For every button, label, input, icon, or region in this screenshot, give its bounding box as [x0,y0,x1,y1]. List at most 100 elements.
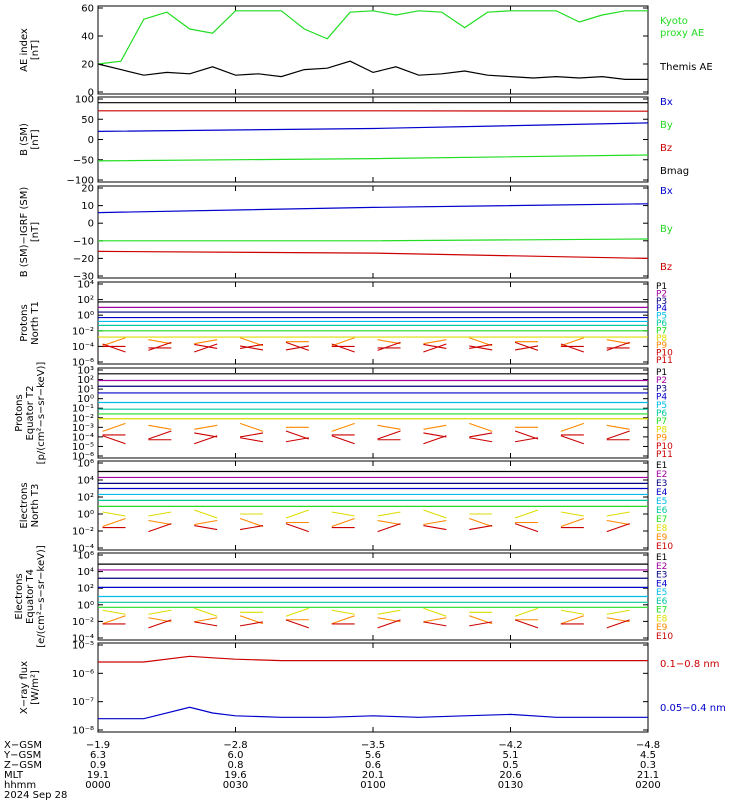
x-axis-value: −2.8 [223,740,247,751]
y-axis-label: X−ray flux[W/m²] [19,661,41,714]
legend-label: Bz [660,143,672,154]
legend-channel-p6: P6 [656,319,667,329]
series-line-kyoto-proxy-ae [97,10,648,65]
y-tick-label: 10⁶ [77,459,94,470]
legend-channel-e5: E5 [656,588,667,598]
legend-channel-p7: P7 [656,417,667,427]
channel-line-e10 [102,619,630,629]
legend-label: proxy AE [660,28,704,39]
y-tick-label: 10⁻¹ [72,404,94,415]
y-tick-label: 10⁻² [72,413,94,424]
x-axis-row-label: Y−GSM [3,750,41,761]
channel-line-p10 [102,341,630,351]
x-axis-value: 0.9 [90,760,106,771]
y-tick-label: 10⁻² [72,527,94,538]
y-tick-label: 10⁻⁴ [72,432,94,443]
y-axis-label-line: Protons [19,304,30,341]
y-axis-label: ProtonsNorth T1 [19,301,41,345]
legend-channel-p9: P9 [656,341,667,351]
y-tick-label: 10⁻⁷ [72,697,94,708]
y-axis-label-line: B (SM) [19,123,30,156]
channel-line-p9 [102,337,630,347]
legend-label: Themis AE [659,62,713,73]
series-line-by [98,238,649,242]
panel-frame [97,460,649,551]
x-axis-value: 0.5 [503,760,519,771]
legend-label: Bz [660,262,672,273]
y-axis-label-line: [p/(cm²−s−sr−keV)] [36,362,47,465]
channel-line-p11 [102,343,630,353]
x-axis-value: 20.1 [362,770,384,781]
channel-line-e10 [102,523,630,533]
legend-label: By [660,224,673,235]
y-axis-label-line: North T3 [30,484,41,528]
y-tick-label: 10⁻⁶ [72,452,94,463]
legend-channel-p11: P11 [656,356,673,366]
y-tick-label: 60 [81,4,94,15]
y-tick-label: 0 [88,88,94,99]
y-tick-label: 40 [81,32,94,43]
x-axis-value: 5.6 [365,750,381,761]
y-tick-label: −50 [73,155,94,166]
panel-en: ElectronsNorth T310⁶10⁴10²10⁰10⁻²10⁻⁴E1E… [19,459,673,555]
y-tick-label: 10⁻⁵ [72,442,94,453]
channel-line-e8 [102,509,630,519]
legend-channel-p3: P3 [656,384,667,394]
x-axis-value: 6.0 [228,750,244,761]
legend-channel-e2: E2 [656,562,667,572]
panel-frame [97,642,649,733]
legend-label: Bx [660,186,673,197]
y-tick-label: 10³ [77,366,94,377]
y-tick-label: 10¹ [77,385,94,396]
y-tick-label: 10⁶ [77,551,94,562]
legend-channel-e9: E9 [656,533,668,543]
y-tick-label: 10² [77,375,94,386]
x-axis-value: 5.1 [503,750,519,761]
y-axis-label: B (SM)−IGRF (SM)[nT] [19,187,41,278]
y-tick-label: −30 [73,272,94,283]
x-axis-value: 19.1 [87,770,109,781]
x-axis-value: 19.6 [224,770,246,781]
y-tick-label: 10⁻⁴ [72,342,94,353]
x-axis-value: 0000 [85,780,110,791]
legend-channel-e8: E8 [656,614,668,624]
legend-channel-e8: E8 [656,524,668,534]
y-axis-label-line: Electrons [14,573,25,619]
legend-channel-e1: E1 [656,461,667,471]
channel-line-e9 [102,615,630,625]
channel-line-e8 [102,607,630,617]
y-tick-label: 100 [75,95,94,106]
y-axis-label: AE index[nT] [19,28,41,72]
legend-channel-e7: E7 [656,515,667,525]
legend-channel-p7: P7 [656,326,667,336]
legend-channel-p11: P11 [656,450,673,460]
x-axis-value: 0100 [360,780,385,791]
legend-channel-e5: E5 [656,497,667,507]
x-axis-value: −4.8 [636,740,660,751]
y-tick-label: −100 [67,176,94,187]
y-tick-label: 10⁰ [77,311,94,322]
y-tick-label: 10⁰ [77,600,94,611]
legend-channel-p8: P8 [656,425,667,435]
legend-channel-p4: P4 [656,304,667,314]
y-axis-label-line: B (SM)−IGRF (SM) [19,187,30,278]
y-tick-label: 10⁴ [77,476,94,487]
legend-channel-p9: P9 [656,434,667,444]
y-tick-label: 10⁻⁴ [72,544,94,555]
x-axis-value: −4.2 [498,740,522,751]
y-axis-label-line: Equator T4 [25,569,36,624]
legend-channel-e4: E4 [656,579,668,589]
legend-channel-p1: P1 [656,368,667,378]
legend-channel-p10: P10 [656,349,673,359]
y-axis-label-line: Equator T2 [25,386,36,441]
y-tick-label: 10⁴ [77,567,94,578]
legend-label: 0.05−0.4 nm [660,703,726,714]
x-axis-value: −3.5 [361,740,385,751]
y-tick-label: 10⁻⁶ [72,669,94,680]
legend-channel-p3: P3 [656,297,667,307]
y-tick-label: 10⁻⁸ [72,726,94,737]
x-axis-value: 0200 [635,780,660,791]
x-axis-row-label: hhmm [4,780,36,791]
x-axis-value: 21.1 [637,770,659,781]
